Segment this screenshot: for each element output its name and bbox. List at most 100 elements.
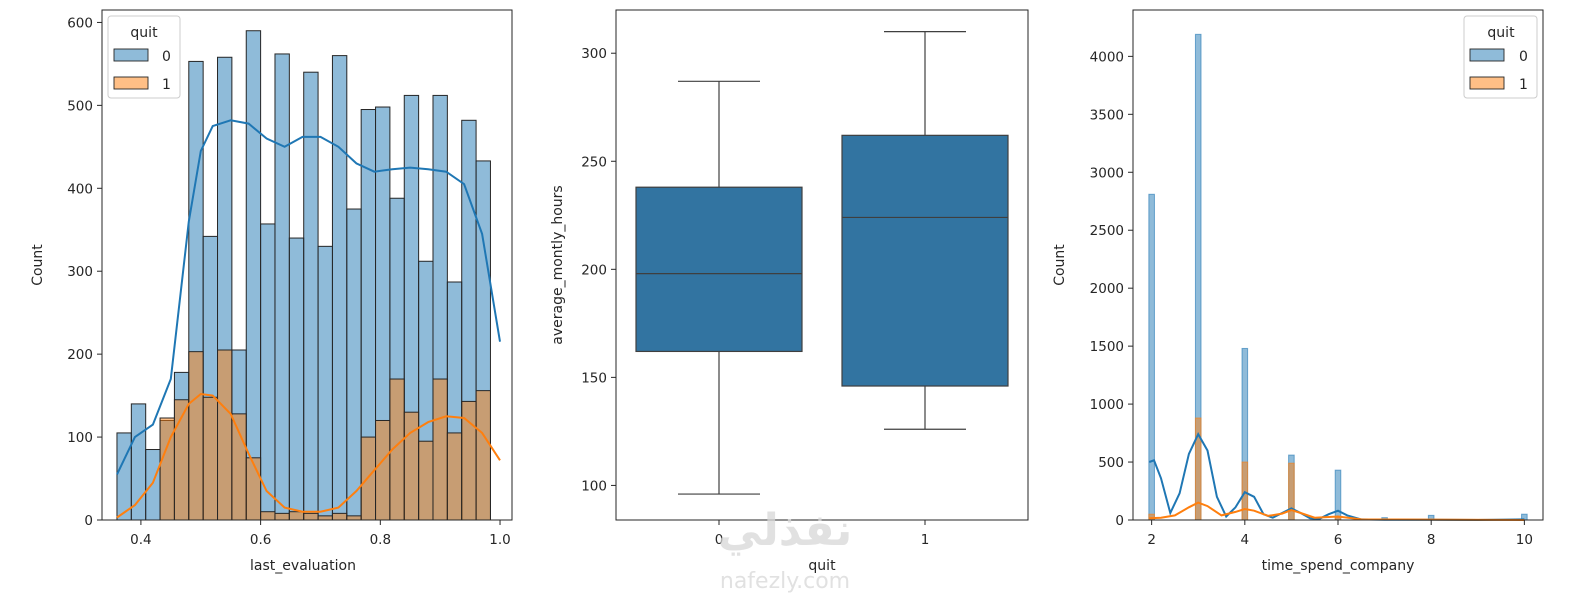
histogram-bar <box>375 419 391 521</box>
y-tick-label: 3500 <box>1090 107 1124 123</box>
histogram-bar <box>202 396 219 521</box>
histogram-bar <box>475 390 491 521</box>
watermark-latin: nafezly.com <box>720 569 850 594</box>
bars-quit-1 <box>159 349 491 521</box>
watermark: نفذلي nafezly.com <box>718 505 853 594</box>
kde-line-1 <box>116 392 501 519</box>
legend: quit 0 1 <box>1463 15 1538 99</box>
histogram-bar <box>188 351 204 521</box>
x-tick-label: 1 <box>921 532 930 548</box>
y-tick-label: 200 <box>581 262 607 278</box>
x-axis-label: time_spend_company <box>1262 558 1415 574</box>
histogram-bar <box>446 432 463 521</box>
x-ticks: 0.4 0.6 0.8 1.0 <box>130 520 511 548</box>
histogram-bar <box>432 378 448 521</box>
x-axis-label: quit <box>808 558 836 574</box>
histogram-bar <box>461 400 477 521</box>
histogram-bar <box>130 403 147 521</box>
y-tick-label: 150 <box>581 370 607 386</box>
histogram-bar <box>116 432 132 521</box>
y-tick-label: 0 <box>1115 513 1124 529</box>
histogram-bar <box>346 515 362 521</box>
histogram-bar <box>145 449 161 521</box>
x-tick-label: 1.0 <box>489 532 510 548</box>
x-tick-label: 0.6 <box>250 532 271 548</box>
legend-swatch-0 <box>113 48 149 62</box>
legend: quit 0 1 <box>107 15 181 99</box>
histogram-bar <box>303 71 319 521</box>
x-axis-label: last_evaluation <box>250 558 356 574</box>
y-axis-label: Count <box>1052 244 1068 286</box>
y-tick-label: 600 <box>67 15 93 31</box>
x-tick-label: 0 <box>715 532 724 548</box>
legend-label-1: 1 <box>1519 77 1528 93</box>
legend-swatch-1 <box>113 76 149 90</box>
y-tick-label: 0 <box>84 513 93 529</box>
histogram-bar <box>331 55 348 521</box>
y-tick-label: 500 <box>1098 455 1124 471</box>
histogram-bar <box>245 30 262 521</box>
kde-line-0 <box>116 119 501 475</box>
histogram-bar <box>288 511 305 521</box>
kde-curves <box>1148 432 1525 522</box>
histogram-bar <box>288 237 305 521</box>
histogram-bar <box>274 512 290 521</box>
histogram-bar <box>260 511 276 521</box>
axes-frame <box>615 9 1029 521</box>
y-tick-label: 100 <box>67 430 93 446</box>
y-tick-label: 1000 <box>1090 397 1124 413</box>
y-ticks: 0 100 200 300 400 500 600 <box>67 15 102 529</box>
legend-label-0: 0 <box>162 49 171 65</box>
x-tick-label: 6 <box>1334 532 1343 548</box>
histogram-time-spend-company: 2 4 6 8 10 05001000150020002500300035004000 … <box>1052 9 1544 574</box>
y-axis-label: average_montly_hours <box>550 185 566 344</box>
y-tick-label: 1500 <box>1090 339 1124 355</box>
y-tick-label: 300 <box>67 264 93 280</box>
y-ticks: 100 150 200 250 300 <box>581 46 616 494</box>
y-tick-label: 300 <box>581 46 607 62</box>
x-tick-label: 2 <box>1147 532 1156 548</box>
x-tick-label: 10 <box>1516 532 1533 548</box>
y-tick-label: 2500 <box>1090 223 1124 239</box>
box-iqr <box>635 186 803 353</box>
legend-label-0: 0 <box>1519 49 1528 65</box>
histogram-bar <box>418 440 434 521</box>
histogram-bar <box>274 53 290 521</box>
kde-curves <box>116 119 501 519</box>
x-ticks: 2 4 6 8 10 <box>1147 520 1533 548</box>
y-tick-label: 100 <box>581 478 607 494</box>
box-iqr <box>841 134 1009 387</box>
legend-label-1: 1 <box>162 77 171 93</box>
x-tick-label: 8 <box>1427 532 1436 548</box>
histogram-bar <box>303 512 319 521</box>
y-tick-label: 250 <box>581 154 607 170</box>
y-tick-label: 200 <box>67 347 93 363</box>
histogram-bar <box>231 413 247 521</box>
watermark-arabic: نفذلي <box>718 505 853 556</box>
x-tick-label: 4 <box>1241 532 1250 548</box>
y-ticks: 0 500 1000 1500 2000 2500 3000 3500 4000 <box>1090 49 1133 529</box>
legend-swatch-0 <box>1469 48 1505 62</box>
kde-line-1 <box>1149 501 1525 521</box>
histogram-bar <box>260 223 276 521</box>
histogram-bar <box>346 208 362 521</box>
x-tick-label: 0.4 <box>130 532 151 548</box>
x-tick-label: 0.8 <box>370 532 391 548</box>
legend-swatch-1 <box>1469 76 1505 90</box>
y-axis-label: Count <box>30 244 46 286</box>
legend-title: quit <box>130 25 158 41</box>
y-tick-label: 500 <box>67 98 93 114</box>
y-tick-label: 4000 <box>1090 49 1124 65</box>
histogram-bar <box>1148 193 1155 521</box>
axes-frame <box>101 9 513 521</box>
histogram-bar <box>317 245 333 521</box>
histogram-bar <box>245 457 262 521</box>
histogram-bar <box>1241 461 1249 521</box>
legend-title: quit <box>1487 25 1515 41</box>
y-tick-label: 3000 <box>1090 165 1124 181</box>
histogram-bar <box>331 512 348 521</box>
y-tick-label: 400 <box>67 181 93 197</box>
